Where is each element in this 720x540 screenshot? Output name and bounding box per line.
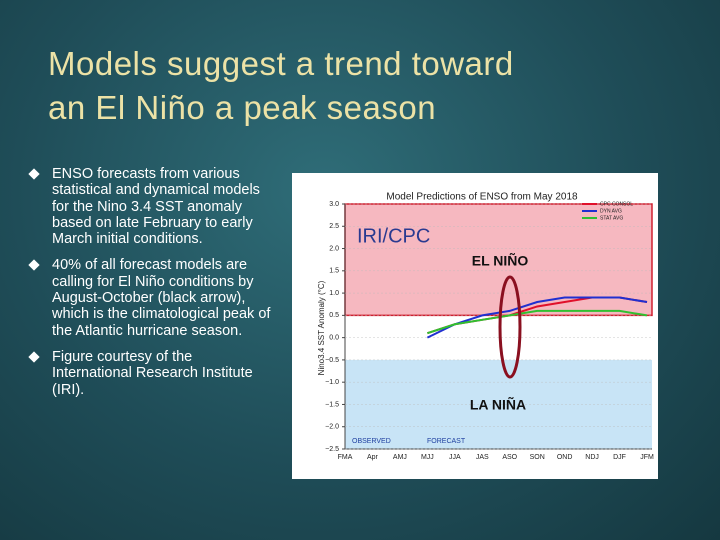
title-line: an El Niño a peak season	[48, 89, 437, 126]
legend-label: STAT AVG	[600, 215, 623, 221]
y-tick-label: 2.5	[329, 223, 339, 230]
x-tick-label: ASO	[502, 454, 517, 461]
forecast-label: FORECAST	[427, 438, 466, 445]
series-line	[427, 309, 648, 335]
y-axis-label: Nino3.4 SST Anomaly (°C)	[317, 280, 326, 375]
figure-title: Model Predictions of ENSO from May 2018	[386, 192, 578, 203]
y-tick-label: 1.0	[329, 290, 339, 297]
x-tick-label: OND	[557, 454, 573, 461]
bullet: ENSO forecasts from various statistical …	[28, 166, 274, 247]
x-tick-label: DJF	[613, 454, 626, 461]
logo: IRI/CPC	[357, 225, 430, 247]
y-tick-label: 3.0	[329, 201, 339, 208]
legend-label: CPC CONSOL	[600, 201, 633, 207]
y-tick-label: 0.5	[329, 312, 339, 319]
x-tick-label: Apr	[367, 454, 379, 461]
legend-label: DYN AVG	[600, 208, 622, 214]
x-tick-label: FMA	[338, 454, 353, 461]
x-tick-label: JFM	[640, 454, 654, 461]
y-tick-label: 1.5	[329, 268, 339, 275]
bullet-list: ENSO forecasts from various statistical …	[28, 166, 278, 408]
bullet: 40% of all forecast models are calling f…	[28, 257, 274, 338]
series-line	[426, 296, 648, 339]
slide-title: Models suggest a trend toward an El Niño…	[48, 42, 514, 130]
x-tick-label: MJJ	[421, 454, 434, 461]
bullet: Figure courtesy of the International Res…	[28, 349, 274, 398]
x-tick-label: AMJ	[393, 454, 407, 461]
x-tick-label: JJA	[449, 454, 461, 461]
y-tick-label: −1.5	[325, 401, 339, 408]
y-tick-label: −1.0	[325, 379, 339, 386]
y-tick-label: −2.0	[325, 424, 339, 431]
enso-figure: Model Predictions of ENSO from May 2018 …	[292, 173, 658, 479]
el-nino-label: EL NIÑO	[472, 252, 529, 269]
y-tick-label: 2.0	[329, 245, 339, 252]
y-tick-label: −2.5	[325, 446, 339, 453]
highlight-ellipse	[498, 275, 522, 379]
x-tick-label: SON	[530, 454, 545, 461]
x-tick-label: NDJ	[585, 454, 599, 461]
la-nina-label: LA NIÑA	[470, 396, 526, 413]
x-tick-label: JAS	[476, 454, 489, 461]
y-tick-label: 0.0	[329, 334, 339, 341]
y-tick-label: −0.5	[325, 357, 339, 364]
title-line: Models suggest a trend toward	[48, 45, 514, 82]
observed-label: OBSERVED	[352, 438, 391, 445]
